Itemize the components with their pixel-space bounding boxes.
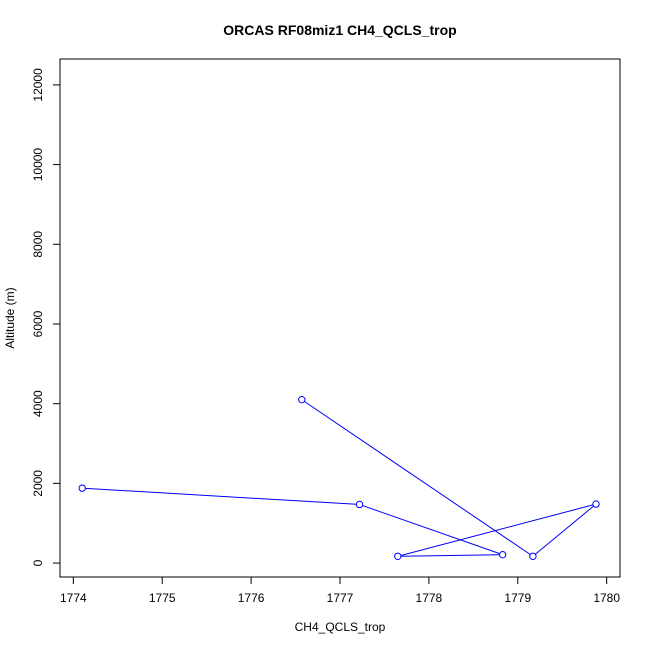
x-tick-label: 1779 bbox=[504, 591, 531, 605]
series-line-segment bbox=[362, 505, 500, 555]
data-point bbox=[298, 395, 306, 404]
y-tick-label: 8000 bbox=[31, 231, 45, 258]
data-point bbox=[394, 552, 402, 560]
series-line-segment bbox=[400, 554, 500, 557]
y-tick-label: 10000 bbox=[31, 148, 45, 182]
x-axis-label: CH4_QCLS_trop bbox=[295, 620, 386, 634]
y-tick-label: 4000 bbox=[31, 390, 45, 417]
data-point bbox=[78, 484, 86, 492]
x-tick-label: 1774 bbox=[60, 591, 87, 605]
y-tick-label: 2000 bbox=[31, 470, 45, 497]
y-axis-label: Altitude (m) bbox=[3, 287, 17, 348]
y-axis: 0 2000 4000 6000 8000 10000 12000 bbox=[31, 68, 61, 566]
data-point bbox=[529, 552, 537, 560]
chart-title: ORCAS RF08miz1 CH4_QCLS_trop bbox=[223, 22, 456, 38]
plot-frame bbox=[59, 58, 621, 578]
data-point bbox=[355, 500, 364, 509]
x-tick-label: 1777 bbox=[327, 591, 354, 605]
x-tick-label: 1776 bbox=[238, 591, 265, 605]
x-tick-label: 1778 bbox=[416, 591, 443, 605]
y-tick-label: 6000 bbox=[31, 310, 45, 337]
series-line-segment bbox=[535, 505, 594, 555]
x-tick-label: 1780 bbox=[593, 591, 620, 605]
data-point bbox=[498, 550, 507, 559]
series-line-segment bbox=[304, 401, 531, 555]
series-line-segment bbox=[85, 487, 357, 505]
data-point bbox=[592, 500, 600, 508]
x-axis: 1774 1775 1776 1777 1778 1779 1780 bbox=[60, 576, 620, 605]
series-line-segment bbox=[400, 504, 594, 556]
series-layer bbox=[78, 395, 600, 560]
y-tick-label: 12000 bbox=[31, 68, 45, 102]
x-tick-label: 1775 bbox=[149, 591, 176, 605]
y-tick-label: 0 bbox=[31, 559, 45, 566]
